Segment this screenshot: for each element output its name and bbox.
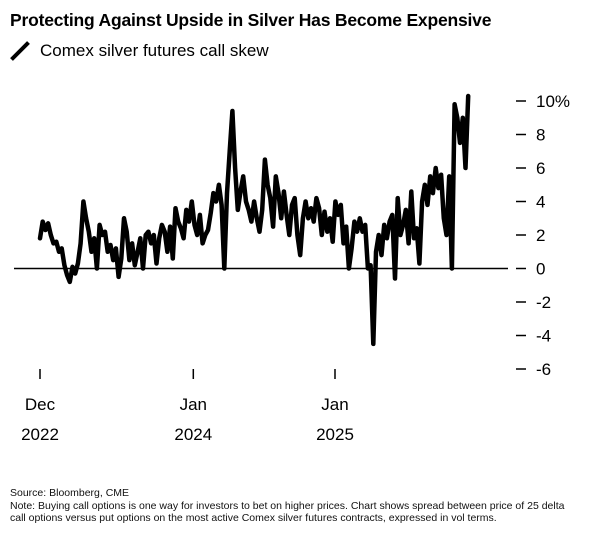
y-tick-label: 10% [536,92,570,111]
y-tick-label: -6 [536,360,551,379]
x-tick-label-year: 2022 [21,425,59,444]
series-line [37,93,471,347]
x-tick-label-month: Jan [180,395,207,414]
y-tick-label: 8 [536,126,545,145]
legend-line-swatch [10,41,30,61]
y-tick-label: 6 [536,159,545,178]
legend-label: Comex silver futures call skew [40,41,269,60]
x-tick-label-month: Dec [25,395,56,414]
chart-title: Protecting Against Upside in Silver Has … [10,10,492,30]
source-text: Source: Bloomberg, CME [10,487,130,499]
y-tick-label: 0 [536,260,545,279]
y-tick-label: -2 [536,293,551,312]
y-axis: 10% 8 6 4 2 0 -2 -4 -6 [516,92,570,379]
y-tick-label: -4 [536,327,551,346]
x-tick-label-year: 2025 [316,425,354,444]
x-tick-label-year: 2024 [174,425,212,444]
note-text: Note: Buying call options is one way for… [10,499,565,525]
y-tick-label: 2 [536,226,545,245]
chart-plot: 10% 8 6 4 2 0 -2 -4 -6 Dec 2022 Jan 2024 Jan 2025 [14,92,570,444]
legend: Comex silver futures call skew [10,41,269,61]
x-tick-label-month: Jan [321,395,348,414]
x-axis: Dec 2022 Jan 2024 Jan 2025 [21,369,354,444]
y-tick-label: 4 [536,193,545,212]
footer: Source: Bloomberg, CME Note: Buying call… [10,487,582,525]
